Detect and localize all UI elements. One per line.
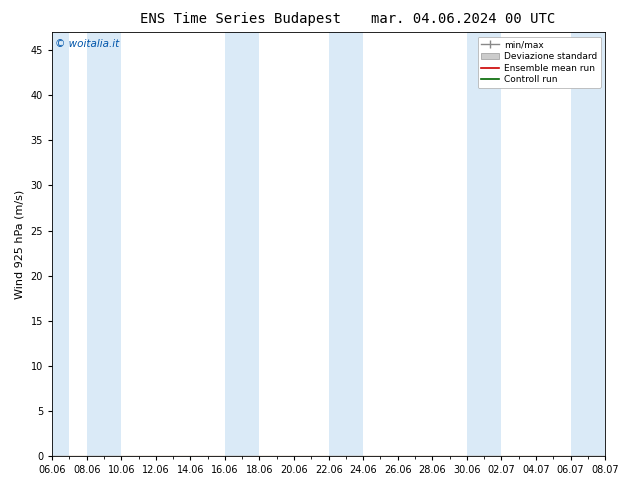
Bar	[225, 32, 259, 456]
Bar	[328, 32, 363, 456]
Bar	[467, 32, 501, 456]
Text: mar. 04.06.2024 00 UTC: mar. 04.06.2024 00 UTC	[371, 12, 555, 26]
Text: © woitalia.it: © woitalia.it	[55, 39, 119, 49]
Bar	[52, 32, 69, 456]
Bar	[595, 32, 605, 456]
Legend: min/max, Deviazione standard, Ensemble mean run, Controll run: min/max, Deviazione standard, Ensemble m…	[477, 37, 600, 88]
Bar	[87, 32, 121, 456]
Bar	[571, 32, 605, 456]
Y-axis label: Wind 925 hPa (m/s): Wind 925 hPa (m/s)	[15, 190, 25, 299]
Text: ENS Time Series Budapest: ENS Time Series Budapest	[140, 12, 342, 26]
